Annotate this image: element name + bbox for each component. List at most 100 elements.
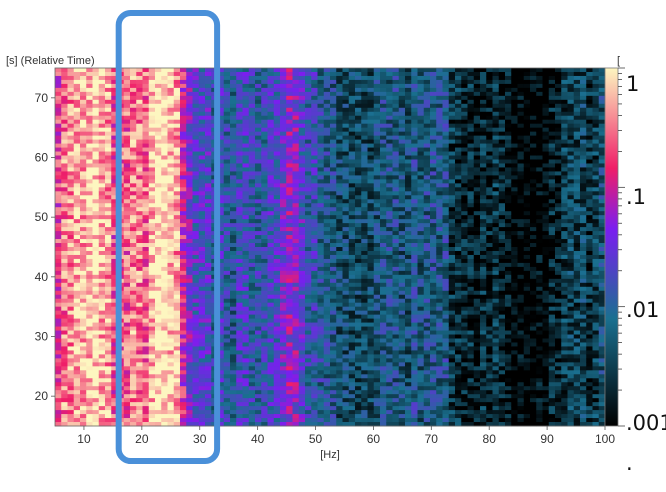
heatmap-cell: [98, 298, 106, 304]
heatmap-cell: [217, 294, 225, 300]
heatmap-cell: [230, 239, 237, 244]
heatmap-cell: [205, 402, 212, 407]
heatmap-cell: [386, 235, 393, 240]
heatmap-cell: [292, 199, 300, 204]
heatmap-cell: [242, 350, 250, 355]
heatmap-cell: [161, 370, 168, 375]
heatmap-cell: [130, 278, 137, 284]
heatmap-cell: [292, 390, 300, 395]
heatmap-cell: [173, 290, 181, 296]
heatmap-cell: [123, 258, 131, 264]
heatmap-cell: [86, 203, 93, 208]
heatmap-cell: [236, 254, 243, 260]
heatmap-cell: [286, 418, 293, 423]
heatmap-cell: [111, 334, 118, 339]
heatmap-cell: [73, 143, 81, 148]
heatmap-cell: [280, 370, 287, 375]
heatmap-cell: [342, 406, 350, 411]
heatmap-cell: [386, 68, 393, 73]
heatmap-cell: [298, 167, 306, 172]
heatmap-cell: [361, 131, 368, 137]
heatmap-cell: [336, 119, 343, 125]
heatmap-cell: [136, 370, 143, 375]
heatmap-cell: [273, 143, 281, 148]
heatmap-cell: [55, 274, 62, 280]
heatmap-cell: [267, 394, 275, 399]
heatmap-cell: [73, 159, 81, 164]
heatmap-cell: [55, 95, 62, 101]
heatmap-cell: [398, 243, 406, 248]
heatmap-cell: [305, 326, 312, 331]
heatmap-cell: [273, 239, 281, 244]
heatmap-cell: [292, 258, 300, 264]
heatmap-cell: [123, 298, 131, 304]
heatmap-cell: [323, 243, 331, 248]
heatmap-cell: [292, 147, 300, 152]
heatmap-cell: [342, 358, 350, 363]
heatmap-cell: [298, 398, 306, 403]
heatmap-cell: [267, 366, 275, 371]
heatmap-cell: [367, 239, 375, 244]
heatmap-cell: [217, 239, 225, 244]
heatmap-cell: [180, 143, 187, 148]
heatmap-cell: [236, 95, 243, 101]
heatmap-cell: [248, 171, 256, 176]
heatmap-cell: [261, 139, 268, 144]
heatmap-cell: [73, 390, 81, 395]
heatmap-cell: [167, 143, 175, 148]
heatmap-cell: [323, 139, 331, 144]
heatmap-cell: [130, 79, 137, 85]
heatmap-cell: [255, 247, 262, 252]
heatmap-cell: [305, 147, 312, 152]
heatmap-cell: [223, 318, 231, 323]
heatmap-cell: [142, 310, 150, 316]
heatmap-cell: [161, 199, 168, 204]
heatmap-cell: [142, 314, 150, 319]
heatmap-cell: [80, 286, 87, 292]
heatmap-cell: [105, 183, 112, 188]
heatmap-cell: [348, 346, 356, 351]
heatmap-cell: [111, 386, 118, 391]
heatmap-cell: [398, 167, 406, 172]
heatmap-cell: [361, 270, 368, 276]
heatmap-cell: [55, 402, 62, 407]
heatmap-cell: [167, 91, 175, 97]
heatmap-cell: [305, 139, 312, 144]
heatmap-cell: [148, 422, 156, 427]
heatmap-cell: [273, 135, 281, 140]
heatmap-cell: [73, 147, 81, 152]
heatmap-cell: [123, 203, 131, 208]
heatmap-cell: [305, 119, 312, 125]
heatmap-cell: [223, 410, 231, 415]
heatmap-cell: [161, 111, 168, 117]
heatmap-cell: [55, 163, 62, 168]
heatmap-cell: [192, 290, 200, 296]
heatmap-cell: [255, 119, 262, 125]
heatmap-cell: [223, 175, 231, 180]
heatmap-cell: [217, 147, 225, 152]
heatmap-cell: [236, 235, 243, 240]
heatmap-cell: [105, 223, 112, 228]
heatmap-cell: [73, 195, 81, 200]
heatmap-cell: [92, 386, 100, 391]
heatmap-cell: [336, 410, 343, 415]
heatmap-cell: [398, 163, 406, 168]
heatmap-cell: [136, 131, 143, 137]
heatmap-cell: [392, 83, 400, 89]
heatmap-cell: [148, 83, 156, 89]
heatmap-cell: [267, 83, 275, 89]
heatmap-cell: [136, 231, 143, 236]
heatmap-cell: [92, 390, 100, 395]
heatmap-cell: [261, 111, 268, 117]
heatmap-cell: [298, 414, 306, 419]
heatmap-cell: [305, 378, 312, 383]
heatmap-cell: [230, 282, 237, 288]
heatmap-cell: [123, 95, 131, 101]
heatmap-cell: [92, 143, 100, 148]
heatmap-cell: [311, 254, 318, 260]
heatmap-cell: [355, 330, 362, 335]
heatmap-cell: [298, 119, 306, 125]
heatmap-cell: [148, 203, 156, 208]
heatmap-cell: [317, 366, 325, 371]
heatmap-cell: [261, 87, 268, 93]
